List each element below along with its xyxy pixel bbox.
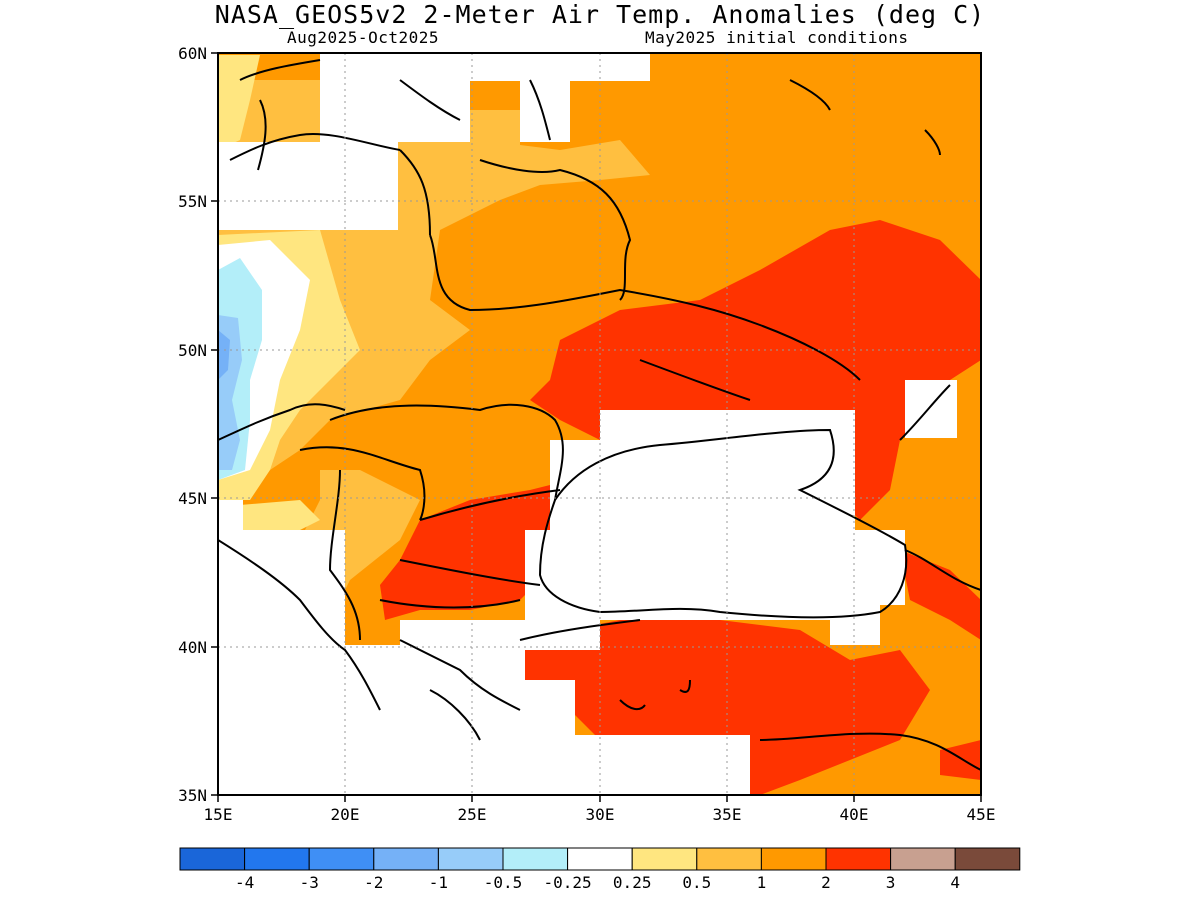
lon-label: 20E [331, 805, 360, 824]
colorbar-swatch [567, 847, 633, 871]
lat-label: 35N [178, 786, 207, 805]
anomaly-2-3-region-caucasus [397, 550, 981, 780]
colorbar-swatch [244, 847, 310, 871]
lon-label: 40E [840, 805, 869, 824]
colorbar-label: -4 [235, 873, 254, 892]
colorbar-label: 3 [886, 873, 896, 892]
colorbar-swatch [502, 847, 569, 871]
colorbar-label: -0.25 [544, 873, 592, 892]
lon-label: 15E [204, 805, 233, 824]
colorbar-swatch [954, 847, 1021, 871]
colorbar-swatch [631, 847, 698, 871]
lat-label: 60N [178, 44, 207, 63]
colorbar-swatch [308, 847, 375, 871]
lat-label: 40N [178, 638, 207, 657]
lat-label: 45N [178, 489, 207, 508]
colorbar-label: 0.25 [613, 873, 652, 892]
colorbar-label: 0.5 [682, 873, 711, 892]
colorbar-label: 2 [821, 873, 831, 892]
colorbar-label: -0.5 [484, 873, 523, 892]
colorbar-label: -2 [364, 873, 383, 892]
anomaly-minus-1-region [218, 330, 230, 380]
lon-label: 45E [967, 805, 996, 824]
lat-label: 50N [178, 341, 207, 360]
colorbar-label: 1 [757, 873, 767, 892]
colorbar-label: -1 [429, 873, 448, 892]
lon-label: 25E [458, 805, 487, 824]
masked-cells [218, 53, 957, 795]
lon-label: 35E [713, 805, 742, 824]
map-title: NASA_GEOS5v2 2-Meter Air Temp. Anomalies… [214, 0, 986, 29]
lat-label: 55N [178, 192, 207, 211]
anomaly-2-3-region-balkans [380, 480, 590, 620]
graticule [218, 53, 981, 795]
colorbar-swatch [825, 847, 892, 871]
coastlines [218, 59, 981, 771]
lon-label: 30E [586, 805, 615, 824]
latitude-labels: 60N 55N 50N 45N 40N 35N [178, 44, 207, 805]
colorbar-swatch [373, 847, 439, 871]
longitude-labels: 15E 20E 25E 30E 35E 40E 45E [204, 805, 996, 824]
colorbar: -4 -3 -2 -1 -0.5 -0.25 0.25 0.5 1 2 3 4 [179, 847, 1021, 892]
colorbar-swatch [890, 847, 956, 871]
anomaly-2-3-region-anatolia [520, 620, 930, 795]
forecast-period: Aug2025-Oct2025 [287, 28, 439, 47]
axis-ticks [211, 52, 982, 802]
anomaly-field [218, 53, 981, 795]
colorbar-swatch [760, 847, 827, 871]
initial-conditions: May2025 initial conditions [645, 28, 909, 47]
colorbar-swatch [696, 847, 762, 871]
colorbar-label: -3 [300, 873, 319, 892]
colorbar-label: 4 [950, 873, 960, 892]
colorbar-swatch [437, 847, 504, 871]
colorbar-swatch [179, 847, 246, 871]
